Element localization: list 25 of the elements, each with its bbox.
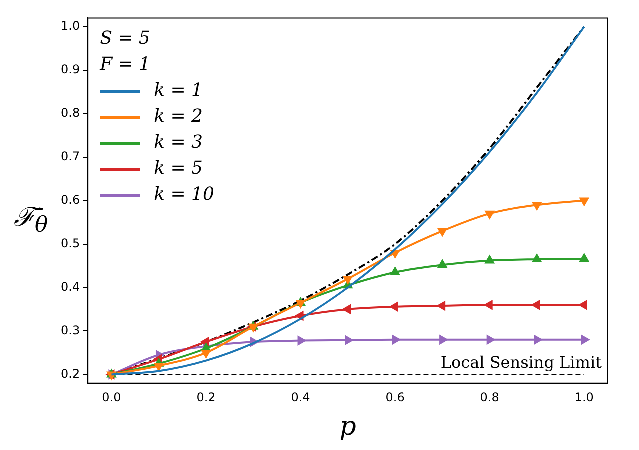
y-tick-label: 0.5 [60, 236, 80, 250]
x-tick-label: 1.0 [574, 390, 594, 405]
legend-label: k = 10 [154, 183, 214, 208]
x-tick-label: 0.6 [386, 390, 405, 405]
x-tick-label: 0.8 [480, 390, 500, 405]
annotation: S = 5 [100, 27, 152, 52]
legend-label: k = 3 [154, 131, 203, 156]
y-tick-label: 1.0 [60, 19, 80, 34]
ref-line-label: Local Sensing Limit [440, 352, 603, 372]
y-tick-label: 0.7 [60, 149, 80, 164]
x-tick-label: 0.4 [291, 390, 310, 405]
y-tick-label: 0.8 [60, 106, 80, 120]
y-tick-label: 0.4 [60, 280, 80, 294]
y-axis-title: ℱ̄$_{θ}$ [14, 202, 48, 238]
legend-label: k = 1 [154, 79, 203, 104]
y-tick-label: 0.2 [60, 366, 80, 381]
annotation: F = 1 [100, 53, 152, 78]
y-tick-label: 0.9 [60, 62, 80, 76]
x-tick-label: 0.0 [102, 390, 122, 405]
x-axis-title: p [340, 412, 357, 442]
x-tick-label: 0.2 [196, 390, 216, 405]
legend-label: k = 2 [154, 105, 203, 130]
legend-label: k = 5 [154, 157, 203, 182]
y-tick-label: 0.3 [60, 323, 80, 338]
y-tick-label: 0.6 [60, 192, 80, 207]
